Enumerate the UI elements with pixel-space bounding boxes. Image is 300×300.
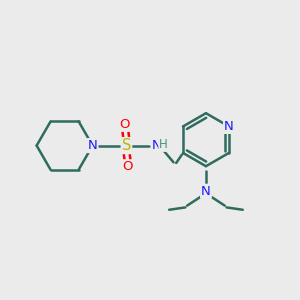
Text: O: O bbox=[120, 118, 130, 131]
Text: N: N bbox=[88, 139, 98, 152]
Text: N: N bbox=[152, 139, 161, 152]
Text: N: N bbox=[201, 185, 211, 198]
Text: S: S bbox=[122, 138, 131, 153]
Text: O: O bbox=[123, 160, 133, 173]
Text: H: H bbox=[159, 138, 168, 151]
Text: N: N bbox=[224, 120, 234, 133]
